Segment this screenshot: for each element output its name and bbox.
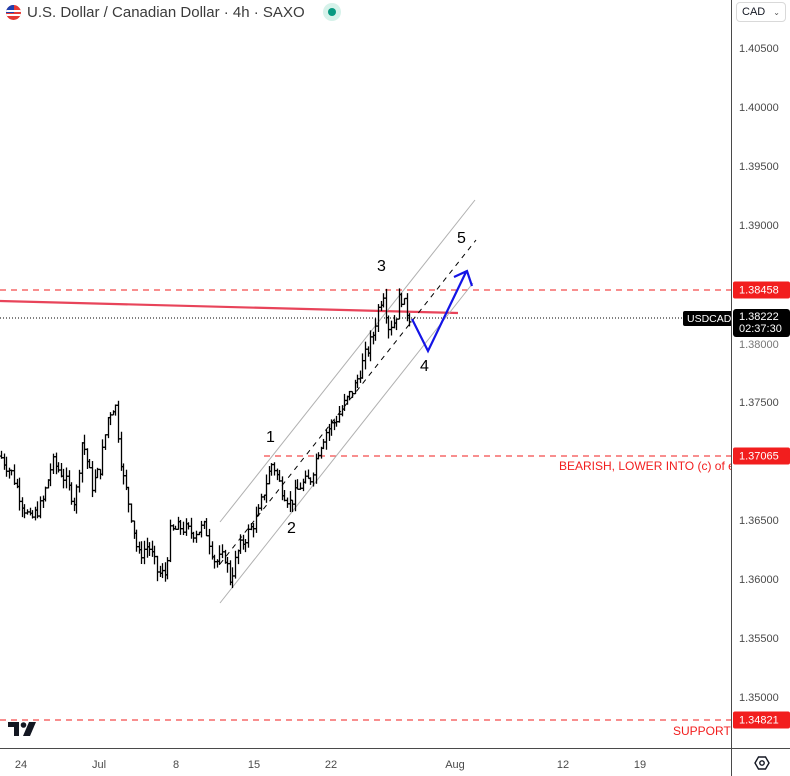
resistance-price-tag: 1.38458 xyxy=(733,281,790,299)
tradingview-logo-icon[interactable] xyxy=(8,721,40,737)
price-tick: 1.35500 xyxy=(739,633,779,645)
wave-projection-path[interactable] xyxy=(411,271,467,354)
price-tick: 1.40500 xyxy=(739,43,779,55)
descending-trendline[interactable] xyxy=(0,299,459,315)
wave-label-5: 5 xyxy=(457,230,466,247)
bearish-note: BEARISH, LOWER INTO (c) of e xyxy=(559,459,735,473)
bearish-price-tag: 1.37065 xyxy=(733,447,790,465)
time-tick: Jul xyxy=(91,759,107,771)
gear-icon[interactable] xyxy=(754,755,770,771)
projection-arrowhead-icon xyxy=(453,269,474,287)
currency-select[interactable]: CAD ⌄ xyxy=(736,2,786,22)
price-tick: 1.39500 xyxy=(739,161,779,173)
price-chart[interactable]: 1 2 3 4 5 xyxy=(0,0,731,748)
ohlc-bars xyxy=(0,288,412,589)
wave-label-3: 3 xyxy=(377,258,386,275)
time-tick: 15 xyxy=(247,759,261,771)
chart-settings-corner[interactable] xyxy=(731,748,790,776)
time-tick: 12 xyxy=(556,759,570,771)
bar-countdown: 02:37:30 xyxy=(739,323,782,335)
price-tick: 1.40000 xyxy=(739,102,779,114)
symbol-tag: USDCAD xyxy=(683,311,736,326)
price-tick-1.38000: 1.38000 xyxy=(739,339,779,351)
chevron-down-icon: ⌄ xyxy=(773,7,780,17)
wave-label-1: 1 xyxy=(266,429,275,446)
price-axis[interactable]: CAD ⌄ 1.40500 1.40000 1.39500 1.39000 1.3750… xyxy=(731,0,790,748)
symbol-title: U.S. Dollar / Canadian Dollar · 4h · SAX… xyxy=(27,3,305,21)
price-tick: 1.39000 xyxy=(739,220,779,232)
time-axis[interactable]: 24 Jul 8 15 22 Aug 12 19 xyxy=(0,748,731,776)
price-tick: 1.36000 xyxy=(739,574,779,586)
price-tick: 1.37500 xyxy=(739,397,779,409)
currency-select-value: CAD xyxy=(742,6,766,18)
current-price-tag: 1.38222 02:37:30 xyxy=(733,309,790,337)
time-tick: 22 xyxy=(324,759,338,771)
chart-title[interactable]: U.S. Dollar / Canadian Dollar · 4h · SAX… xyxy=(6,3,341,21)
chart-pane[interactable]: 1 2 3 4 5 U.S. Dollar / Canadian Dollar … xyxy=(0,0,736,748)
current-price-value: 1.38222 xyxy=(739,311,779,323)
price-tick: 1.36500 xyxy=(739,515,779,527)
market-open-dot-icon xyxy=(322,3,341,21)
wave-label-4: 4 xyxy=(420,358,429,375)
price-tick: 1.35000 xyxy=(739,692,779,704)
channel-lower-line[interactable] xyxy=(219,282,474,604)
time-tick: 19 xyxy=(633,759,647,771)
us-ca-flag-icon xyxy=(6,4,21,20)
channel-upper-line[interactable] xyxy=(219,199,476,523)
channel-median-line[interactable] xyxy=(219,239,477,565)
wave-label-2: 2 xyxy=(287,520,296,537)
time-tick: Aug xyxy=(445,759,465,771)
time-tick: 24 xyxy=(14,759,28,771)
support-note: SUPPORT xyxy=(673,724,731,738)
support-price-tag: 1.34821 xyxy=(733,711,790,729)
time-tick: 8 xyxy=(172,759,180,771)
